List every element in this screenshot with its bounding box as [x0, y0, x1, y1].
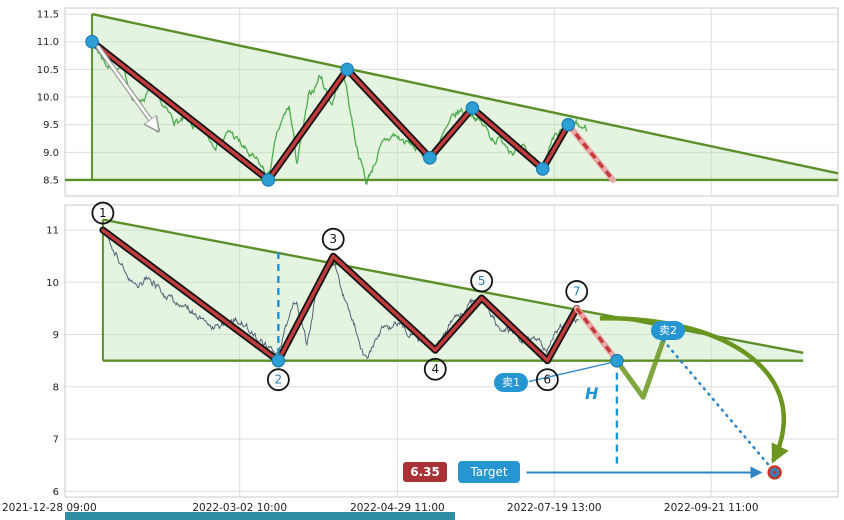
svg-text:11.5: 11.5 — [37, 10, 59, 21]
svg-text:10: 10 — [46, 278, 59, 289]
svg-text:3: 3 — [329, 232, 337, 246]
svg-text:9.5: 9.5 — [43, 120, 59, 131]
svg-text:11: 11 — [46, 226, 59, 237]
svg-text:2: 2 — [275, 373, 283, 387]
svg-text:7: 7 — [573, 284, 581, 298]
svg-text:8.5: 8.5 — [43, 175, 59, 186]
height-h-label: H — [585, 384, 599, 403]
svg-text:4: 4 — [431, 362, 439, 376]
svg-text:8: 8 — [53, 382, 59, 393]
x-axis-label: 2022-09-21 11:00 — [663, 502, 759, 514]
x-axis-label: 2022-03-02 10:00 — [192, 502, 287, 514]
svg-text:7: 7 — [53, 435, 59, 446]
svg-text:11.0: 11.0 — [37, 37, 59, 48]
svg-text:1: 1 — [99, 206, 107, 220]
svg-text:9: 9 — [53, 330, 59, 341]
svg-text:9.0: 9.0 — [43, 148, 59, 159]
svg-text:6: 6 — [53, 487, 59, 498]
svg-text:10.5: 10.5 — [37, 65, 59, 76]
sell-1-badge: 卖1 — [494, 373, 528, 392]
range-selector-bar[interactable] — [65, 512, 455, 520]
svg-text:5: 5 — [478, 274, 486, 288]
svg-text:10.0: 10.0 — [37, 93, 59, 104]
x-axis-label: 2022-04-29 11:00 — [350, 502, 445, 514]
target-price-label: 6.35 — [403, 462, 447, 482]
x-axis-label: 2021-12-28 09:00 — [2, 502, 97, 514]
sell-2-badge: 卖2 — [651, 321, 685, 340]
svg-text:6: 6 — [544, 373, 552, 387]
target-button: Target — [458, 461, 520, 483]
x-axis-label: 2022-07-19 13:00 — [506, 502, 602, 514]
